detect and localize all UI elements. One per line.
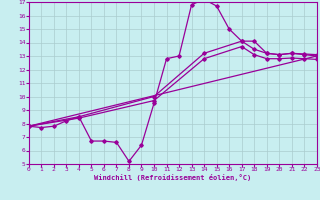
- X-axis label: Windchill (Refroidissement éolien,°C): Windchill (Refroidissement éolien,°C): [94, 174, 252, 181]
